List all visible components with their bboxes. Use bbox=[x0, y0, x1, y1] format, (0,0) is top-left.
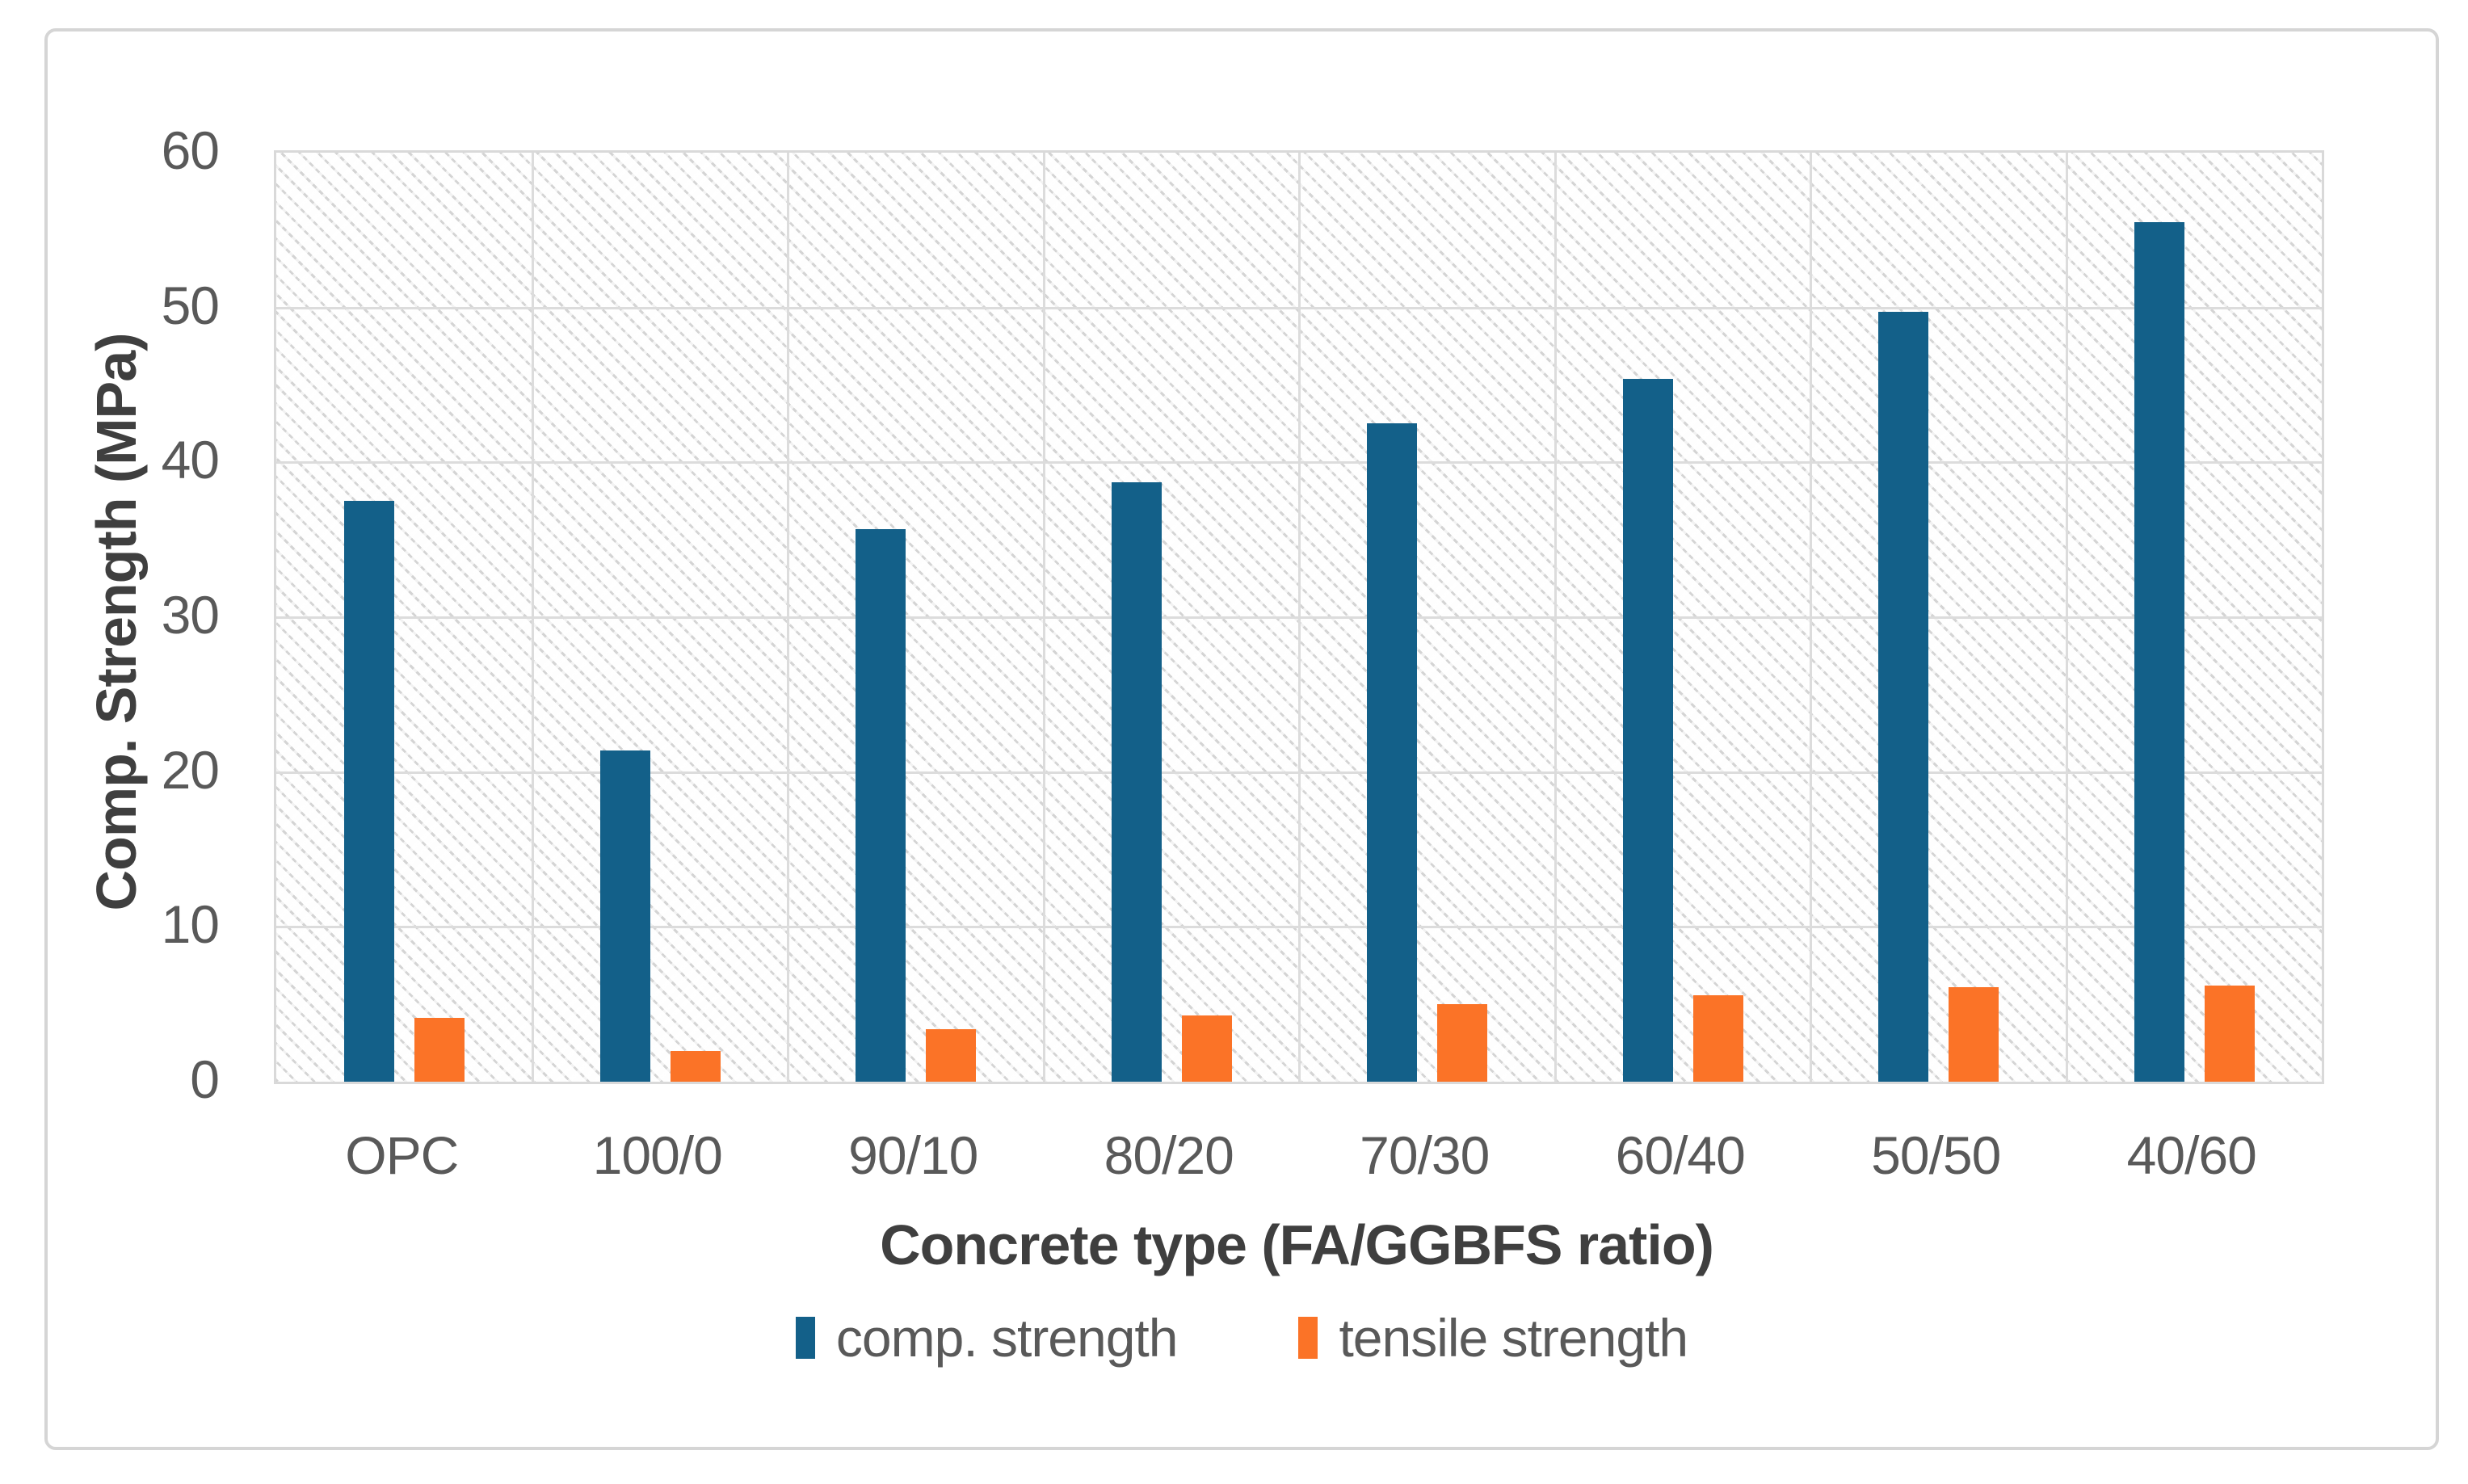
bar-comp-strength-70-30 bbox=[1367, 423, 1418, 1082]
y-tick-label-0: 0 bbox=[190, 1049, 220, 1109]
bar-tensile-strength-80-20 bbox=[1181, 1015, 1232, 1082]
y-tick-label-60: 60 bbox=[161, 120, 220, 180]
x-tick-label-90-10: 90/10 bbox=[848, 1125, 978, 1185]
gridline-x-1 bbox=[531, 153, 534, 1082]
legend-swatch-icon bbox=[795, 1317, 815, 1359]
bar-tensile-strength-60-40 bbox=[1692, 994, 1743, 1082]
bar-tensile-strength-90-10 bbox=[926, 1028, 977, 1082]
legend-label: tensile strength bbox=[1339, 1308, 1688, 1368]
chart-legend: comp. strength tensile strength bbox=[48, 1301, 2436, 1374]
bar-comp-strength-90-10 bbox=[856, 528, 906, 1082]
x-axis-title: Concrete type (FA/GGBFS ratio) bbox=[880, 1213, 1714, 1276]
y-tick-label-20: 20 bbox=[161, 739, 220, 800]
x-tick-label-60-40: 60/40 bbox=[1615, 1125, 1746, 1185]
x-tick-label-40-60: 40/60 bbox=[2126, 1125, 2257, 1185]
gridline-x-5 bbox=[1554, 153, 1557, 1082]
x-tick-label-OPC: OPC bbox=[345, 1125, 459, 1185]
gridline-x-6 bbox=[1810, 153, 1812, 1082]
x-tick-label-100-0: 100/0 bbox=[592, 1125, 723, 1185]
bar-comp-strength-100-0 bbox=[599, 750, 650, 1082]
y-tick-label-30: 30 bbox=[161, 585, 220, 645]
chart-figure: 0 10 20 30 40 50 60 OPC 100/0 90/10 80/20 70/30 60/… bbox=[44, 28, 2439, 1450]
bar-tensile-strength-70-30 bbox=[1437, 1004, 1488, 1082]
y-tick-label-10: 10 bbox=[161, 894, 220, 955]
gridline-x-2 bbox=[787, 153, 789, 1082]
bar-comp-strength-50-50 bbox=[1878, 312, 1929, 1082]
bar-tensile-strength-OPC bbox=[414, 1018, 465, 1082]
legend-item-comp-strength: comp. strength bbox=[795, 1308, 1179, 1368]
y-axis-title: Comp. Strength (MPa) bbox=[85, 333, 148, 911]
bar-comp-strength-60-40 bbox=[1622, 378, 1673, 1082]
bar-comp-strength-40-60 bbox=[2134, 222, 2184, 1082]
x-tick-label-70-30: 70/30 bbox=[1360, 1125, 1490, 1185]
legend-label: comp. strength bbox=[835, 1308, 1179, 1368]
plot-area bbox=[274, 150, 2324, 1084]
y-tick-label-50: 50 bbox=[161, 275, 220, 335]
bar-tensile-strength-50-50 bbox=[1949, 987, 1999, 1082]
bar-comp-strength-80-20 bbox=[1111, 482, 1162, 1082]
gridline-x-3 bbox=[1042, 153, 1045, 1082]
legend-swatch-icon bbox=[1298, 1317, 1318, 1359]
y-tick-label-40: 40 bbox=[161, 430, 220, 490]
x-tick-label-50-50: 50/50 bbox=[1871, 1125, 2001, 1185]
bar-comp-strength-OPC bbox=[344, 501, 395, 1082]
gridline-x-7 bbox=[2065, 153, 2068, 1082]
x-tick-label-80-20: 80/20 bbox=[1104, 1125, 1234, 1185]
bar-tensile-strength-100-0 bbox=[670, 1050, 721, 1082]
gridline-x-4 bbox=[1298, 153, 1301, 1082]
bar-tensile-strength-40-60 bbox=[2204, 986, 2255, 1082]
legend-item-tensile-strength: tensile strength bbox=[1298, 1310, 1688, 1366]
